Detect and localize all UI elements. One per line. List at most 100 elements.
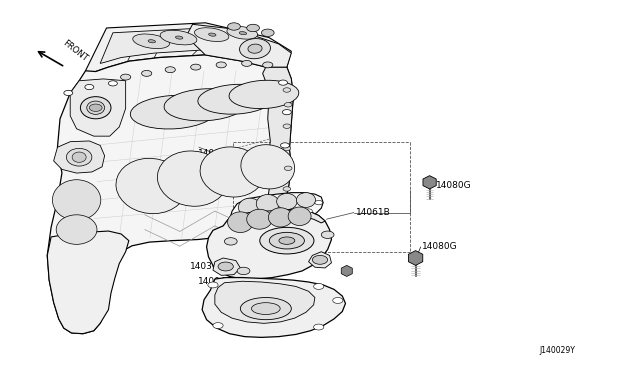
Ellipse shape: [241, 298, 291, 320]
Ellipse shape: [228, 212, 253, 232]
Ellipse shape: [279, 237, 295, 244]
Circle shape: [108, 81, 117, 86]
Circle shape: [261, 29, 274, 36]
Ellipse shape: [56, 215, 97, 244]
Circle shape: [141, 70, 152, 76]
Text: 14080G: 14080G: [436, 181, 472, 190]
Ellipse shape: [239, 198, 261, 217]
Circle shape: [237, 267, 250, 275]
Ellipse shape: [256, 195, 279, 213]
Polygon shape: [47, 231, 129, 334]
Ellipse shape: [72, 152, 86, 162]
Ellipse shape: [246, 209, 272, 229]
Polygon shape: [100, 28, 282, 63]
Text: J140029Y: J140029Y: [540, 346, 576, 355]
Circle shape: [208, 282, 218, 288]
Text: 14080G: 14080G: [422, 243, 458, 251]
Circle shape: [283, 187, 291, 191]
Circle shape: [280, 143, 289, 148]
Circle shape: [283, 146, 291, 151]
Circle shape: [228, 23, 241, 30]
Ellipse shape: [229, 80, 299, 109]
Ellipse shape: [248, 44, 262, 53]
Ellipse shape: [239, 32, 246, 35]
Text: 16590P: 16590P: [214, 311, 248, 320]
Ellipse shape: [268, 208, 292, 227]
Ellipse shape: [81, 97, 111, 119]
Circle shape: [120, 74, 131, 80]
Circle shape: [85, 84, 94, 90]
Text: 14004: 14004: [198, 278, 226, 286]
Text: FRONT: FRONT: [61, 39, 90, 63]
Ellipse shape: [131, 95, 216, 129]
Polygon shape: [408, 251, 423, 265]
Circle shape: [282, 110, 291, 115]
Ellipse shape: [132, 34, 170, 49]
Ellipse shape: [87, 101, 104, 114]
Circle shape: [283, 124, 291, 128]
Polygon shape: [202, 278, 346, 337]
Circle shape: [191, 64, 201, 70]
Polygon shape: [230, 193, 323, 226]
Polygon shape: [54, 141, 104, 173]
Polygon shape: [308, 252, 332, 268]
Polygon shape: [423, 176, 436, 189]
Ellipse shape: [52, 180, 100, 220]
Circle shape: [216, 62, 227, 68]
Text: 14061J: 14061J: [198, 149, 230, 158]
Polygon shape: [43, 23, 301, 341]
Ellipse shape: [67, 148, 92, 166]
Circle shape: [242, 61, 252, 66]
Circle shape: [333, 298, 343, 304]
Ellipse shape: [252, 303, 280, 314]
Circle shape: [312, 256, 328, 264]
Circle shape: [283, 88, 291, 92]
Ellipse shape: [198, 84, 274, 114]
Ellipse shape: [195, 28, 229, 42]
Circle shape: [262, 62, 273, 68]
Text: 14036M: 14036M: [190, 262, 227, 271]
Circle shape: [314, 324, 324, 330]
Ellipse shape: [200, 147, 264, 197]
Polygon shape: [47, 55, 293, 334]
Circle shape: [225, 238, 237, 245]
Circle shape: [305, 209, 312, 213]
Circle shape: [232, 220, 240, 224]
Ellipse shape: [164, 89, 246, 121]
Circle shape: [284, 103, 292, 107]
Ellipse shape: [239, 39, 271, 59]
Polygon shape: [70, 79, 125, 136]
Ellipse shape: [269, 232, 305, 249]
Ellipse shape: [175, 36, 183, 39]
Circle shape: [64, 90, 73, 96]
Circle shape: [218, 262, 234, 271]
Ellipse shape: [116, 158, 186, 214]
Polygon shape: [188, 24, 291, 67]
Circle shape: [213, 323, 223, 328]
Polygon shape: [213, 258, 241, 275]
Circle shape: [165, 67, 175, 73]
Ellipse shape: [209, 33, 216, 36]
Circle shape: [246, 24, 259, 32]
Polygon shape: [207, 210, 332, 279]
Ellipse shape: [260, 227, 314, 254]
Ellipse shape: [160, 30, 197, 45]
Ellipse shape: [296, 193, 316, 208]
Polygon shape: [228, 210, 325, 223]
Ellipse shape: [148, 40, 156, 43]
Circle shape: [315, 201, 323, 205]
Circle shape: [314, 283, 324, 289]
Polygon shape: [86, 23, 291, 73]
Ellipse shape: [227, 26, 258, 39]
Circle shape: [284, 166, 292, 170]
Ellipse shape: [157, 151, 228, 206]
Text: 14061B: 14061B: [356, 208, 390, 217]
Polygon shape: [246, 67, 293, 231]
Polygon shape: [215, 281, 315, 323]
Ellipse shape: [288, 207, 311, 225]
Circle shape: [90, 104, 102, 112]
Polygon shape: [341, 265, 352, 276]
Ellipse shape: [276, 193, 297, 210]
Ellipse shape: [241, 145, 294, 189]
Circle shape: [321, 231, 334, 238]
